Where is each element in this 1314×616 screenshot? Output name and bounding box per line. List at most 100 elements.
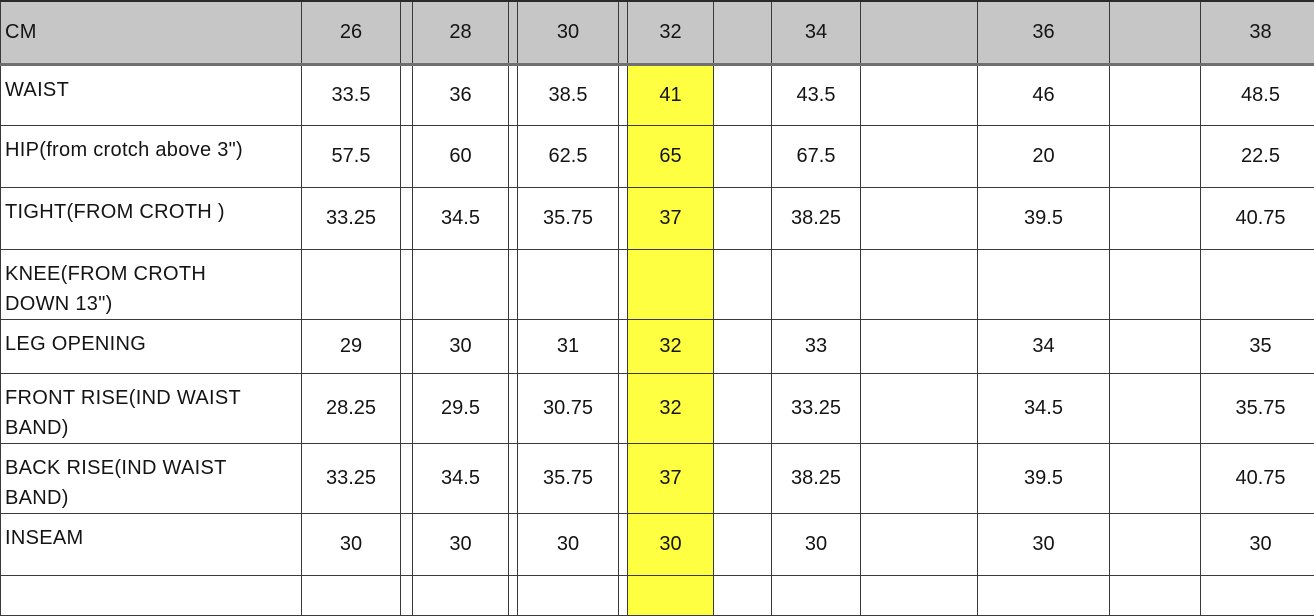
value-cell: 33 [772,319,861,373]
spacer-cell [401,575,413,615]
value-cell: 22.5 [1201,125,1314,187]
table-row-clipped [1,575,1314,615]
row-label: FRONT RISE(IND WAIST [5,383,299,413]
value-cell: 38.25 [772,187,861,249]
spacer-cell [1110,443,1201,513]
value-cell: 57.5 [302,125,401,187]
header-cell-size-34: 34 [772,1,861,64]
value-cell: 35.75 [518,443,619,513]
row-label: HIP(from crotch above 3") [5,135,299,165]
value-cell: 30 [518,513,619,575]
value-cell [518,575,619,615]
value-cell-highlighted: 32 [628,373,714,443]
value-cell-highlighted [628,575,714,615]
value-cell-highlighted [628,249,714,319]
spacer-cell [861,64,978,125]
spacer-cell [1110,187,1201,249]
spacer-cell [1110,575,1201,615]
spacer-cell [401,249,413,319]
spacer-cell [509,187,518,249]
value-cell-highlighted: 30 [628,513,714,575]
value-cell-highlighted: 37 [628,187,714,249]
header-row: CM 26 28 30 32 34 36 38 [1,1,1314,64]
value-cell: 39.5 [978,187,1110,249]
value-cell [413,249,509,319]
spacer-cell [861,443,978,513]
spacer-cell [619,187,628,249]
spacer-cell [861,249,978,319]
value-cell: 67.5 [772,125,861,187]
spacer-cell [619,443,628,513]
spacer-cell [509,575,518,615]
header-cell-size-36: 36 [978,1,1110,64]
value-cell: 34.5 [413,187,509,249]
value-cell: 40.75 [1201,443,1314,513]
value-cell [772,249,861,319]
value-cell: 48.5 [1201,64,1314,125]
row-label: INSEAM [5,523,299,553]
spacer-cell [714,1,772,64]
value-cell: 38.25 [772,443,861,513]
table-row-knee: KNEE(FROM CROTH DOWN 13") [1,249,1314,319]
value-cell [518,249,619,319]
row-label-cell: BACK RISE(IND WAIST BAND) [1,443,302,513]
value-cell: 34.5 [413,443,509,513]
row-label-line2: BAND) [5,413,299,443]
spacer-cell [714,513,772,575]
value-cell [978,249,1110,319]
row-label-line2: DOWN 13") [5,289,299,319]
spacer-cell [861,373,978,443]
value-cell: 40.75 [1201,187,1314,249]
value-cell: 30 [1201,513,1314,575]
spacer-cell [1110,64,1201,125]
value-cell-highlighted: 37 [628,443,714,513]
value-cell: 33.25 [302,443,401,513]
value-cell-highlighted: 65 [628,125,714,187]
value-cell: 28.25 [302,373,401,443]
spacer-cell [714,373,772,443]
size-chart-page: { "colors": { "header_bg": "#c6c6c6", "h… [0,0,1314,568]
spacer-cell [401,187,413,249]
value-cell: 33.25 [302,187,401,249]
row-label-cell: KNEE(FROM CROTH DOWN 13") [1,249,302,319]
value-cell: 39.5 [978,443,1110,513]
value-cell [1201,249,1314,319]
spacer-cell [401,1,413,64]
spacer-cell [714,125,772,187]
spacer-cell [619,319,628,373]
row-label: LEG OPENING [5,329,299,359]
row-label-cell: INSEAM [1,513,302,575]
row-label: TIGHT(FROM CROTH ) [5,197,299,227]
value-cell [302,575,401,615]
header-cell-size-32: 32 [628,1,714,64]
row-label-line2: BAND) [5,483,299,513]
row-label: KNEE(FROM CROTH [5,259,299,289]
spacer-cell [714,443,772,513]
spacer-cell [619,64,628,125]
value-cell: 38.5 [518,64,619,125]
value-cell [302,249,401,319]
spacer-cell [861,187,978,249]
value-cell: 20 [978,125,1110,187]
spacer-cell [619,513,628,575]
value-cell: 35.75 [1201,373,1314,443]
spacer-cell [509,319,518,373]
value-cell: 43.5 [772,64,861,125]
spacer-cell [1110,513,1201,575]
value-cell: 30 [978,513,1110,575]
spacer-cell [509,249,518,319]
spacer-cell [1110,125,1201,187]
header-cell-size-26: 26 [302,1,401,64]
spacer-cell [619,249,628,319]
row-label-cell: HIP(from crotch above 3") [1,125,302,187]
value-cell: 30 [413,513,509,575]
row-label-cell: LEG OPENING [1,319,302,373]
row-label-cell: FRONT RISE(IND WAIST BAND) [1,373,302,443]
row-label: WAIST [5,75,299,105]
spacer-cell [861,1,978,64]
value-cell: 34 [978,319,1110,373]
value-cell: 33.25 [772,373,861,443]
spacer-cell [1110,319,1201,373]
value-cell: 36 [413,64,509,125]
table-row-inseam: INSEAM 30 30 30 30 30 30 30 [1,513,1314,575]
